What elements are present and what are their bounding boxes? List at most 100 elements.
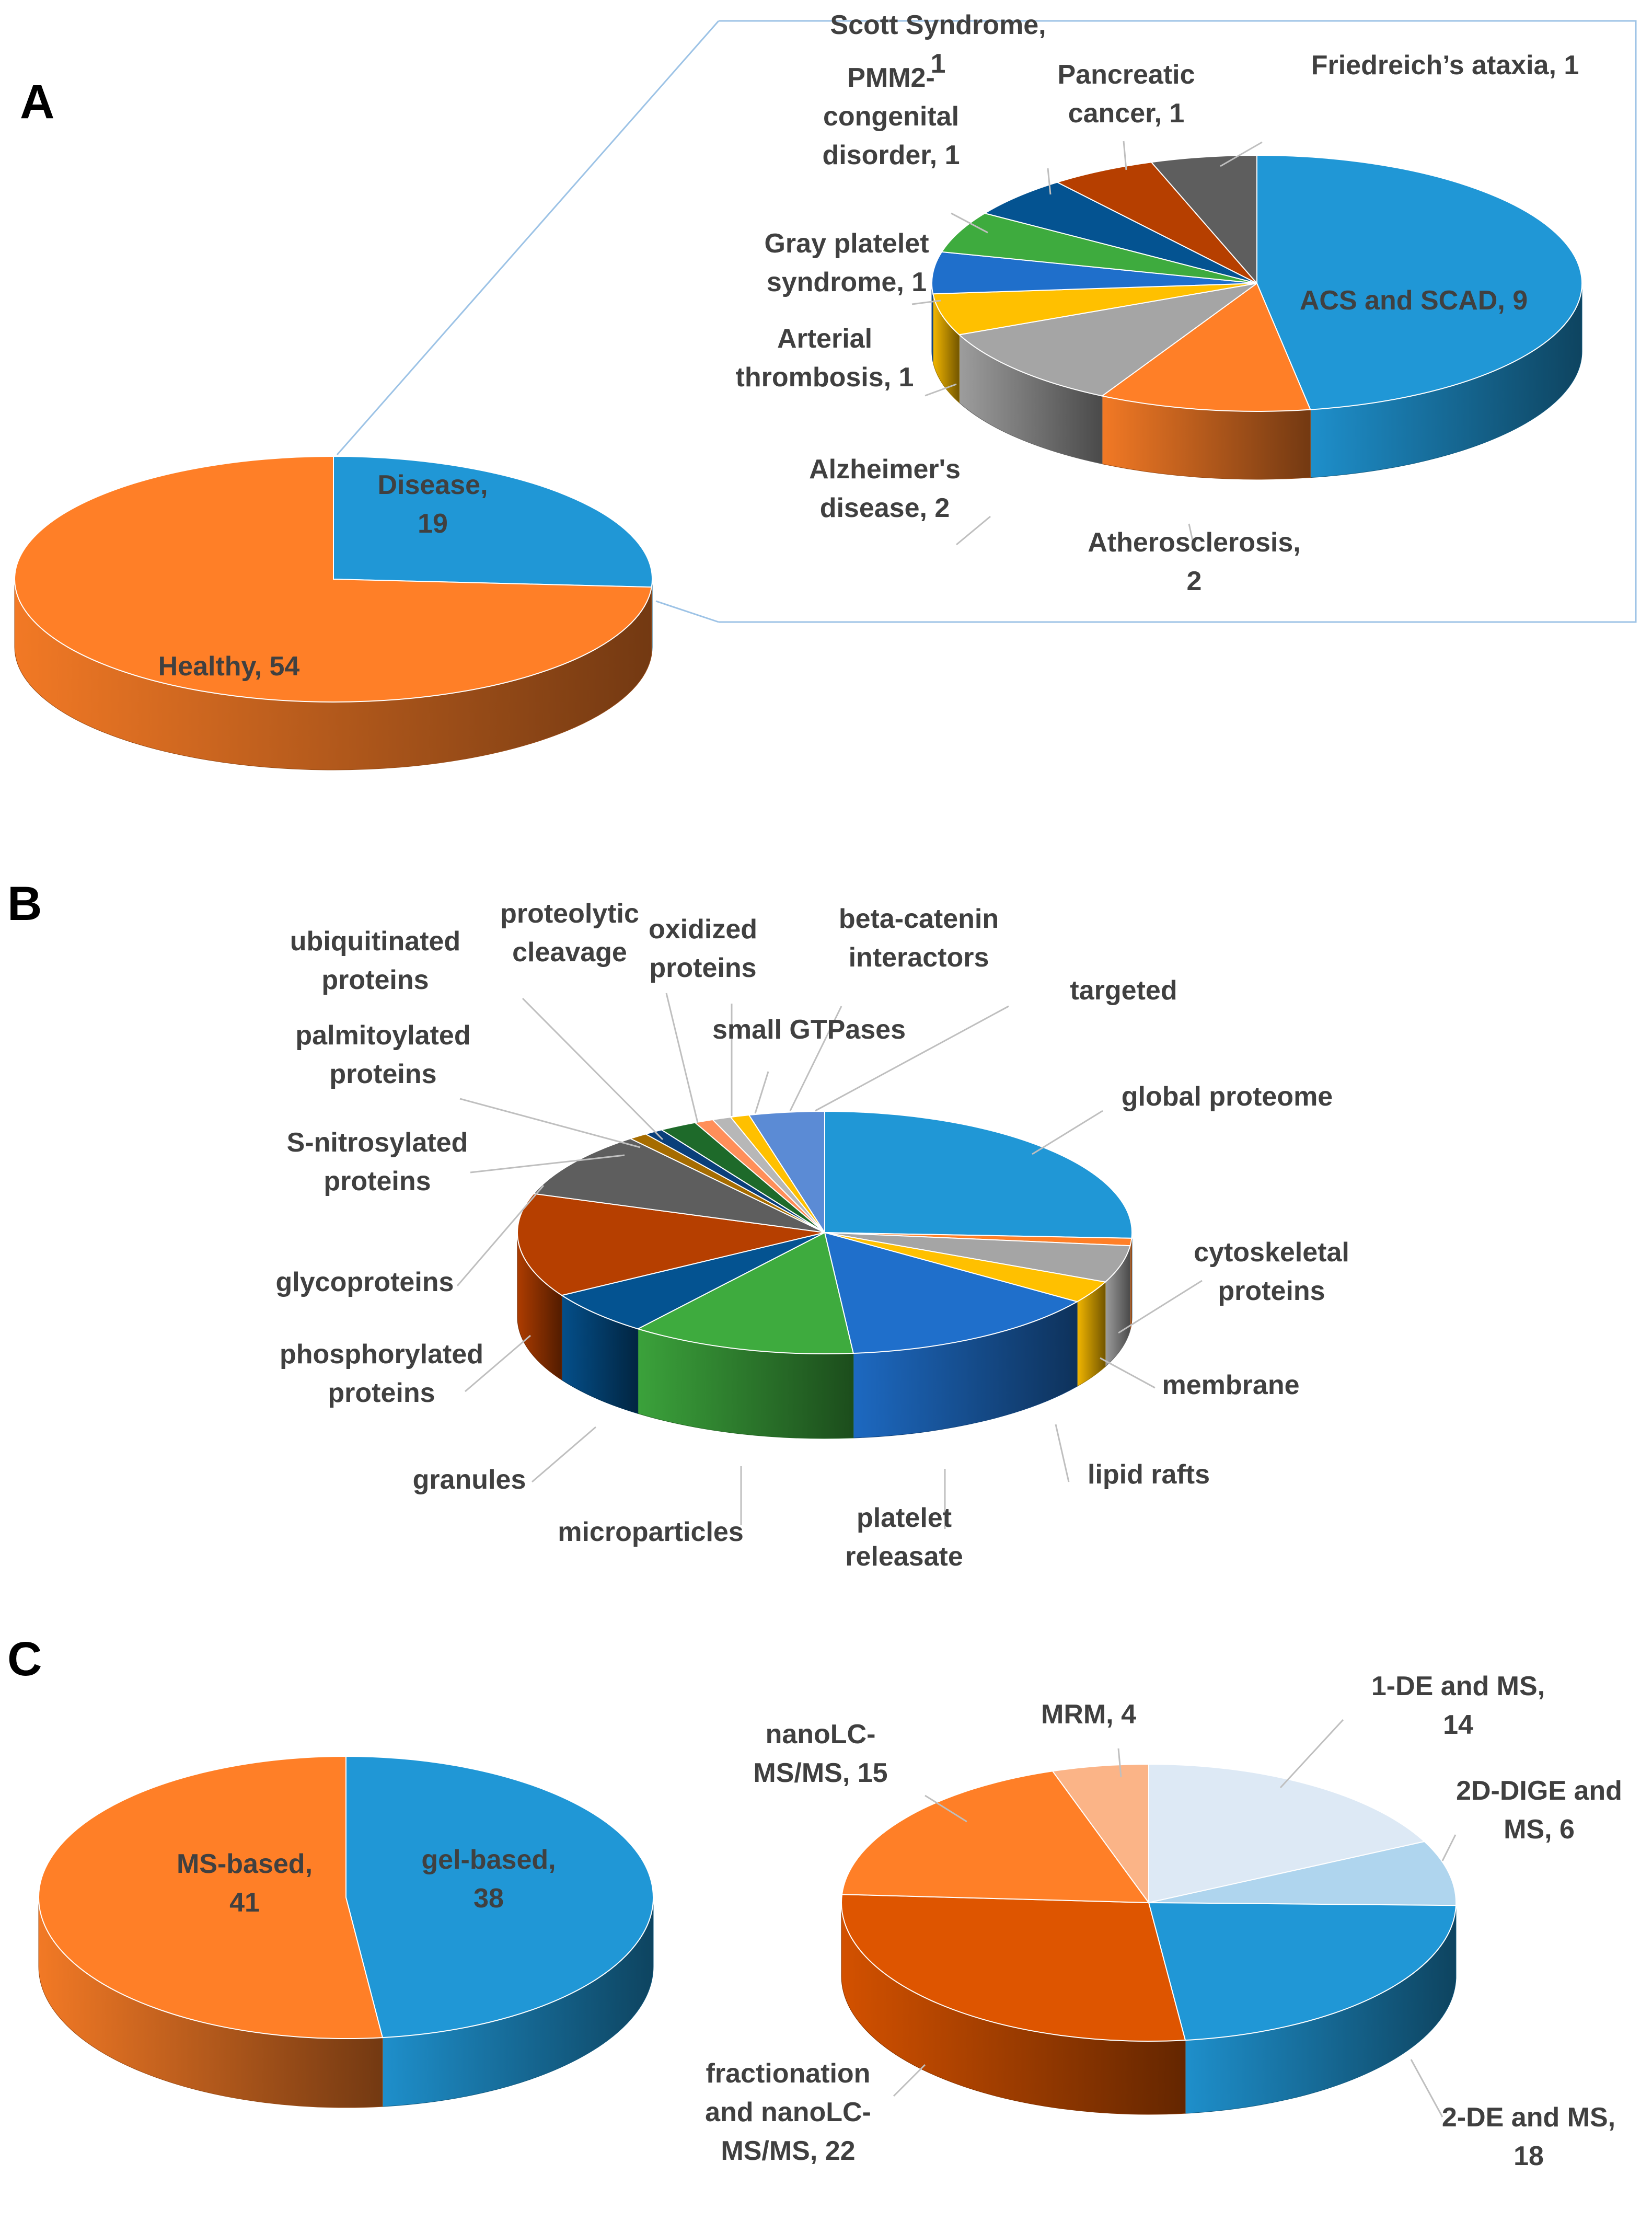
label-b-small-gtpases: small GTPases: [712, 1015, 906, 1045]
label-line: cancer, 1: [1068, 98, 1185, 129]
pie-a-disease: [931, 154, 1582, 480]
label-a-disease-pmm2-congenital-disorder: PMM2- congenital disorder, 1: [823, 63, 960, 170]
pie-c-methods: [841, 1763, 1457, 2115]
slice-nanolc-ms-ms: [841, 1770, 1150, 1904]
label-c-overview-ms-based: MS-based, 41: [177, 1849, 313, 1918]
label-c-methods-nanolc-ms-ms: nanoLC- MS/MS, 15: [753, 1719, 887, 1788]
label-b-ubiquitinated-proteins: ubiquitinated proteins: [290, 926, 460, 995]
label-b-s-nitrosylated-proteins: S-nitrosylated proteins: [287, 1127, 468, 1196]
label-line: releasate: [845, 1541, 963, 1572]
label-line: S-nitrosylated: [287, 1127, 468, 1158]
slice-fractionation-and-nanolc-ms-ms: [841, 1894, 1186, 2042]
label-line: glycoproteins: [276, 1267, 454, 1297]
label-c-methods-1-de-and-ms: 1-DE and MS, 14: [1371, 1671, 1545, 1740]
leader-line-granules: [532, 1426, 596, 1483]
leader-line-gray-platelet-syndrome: [911, 300, 941, 305]
leader-line-membrane: [1100, 1357, 1156, 1389]
leader-line-glycoproteins: [456, 1185, 545, 1286]
label-line: Scott Syndrome,: [830, 10, 1046, 40]
slice-disease: [333, 455, 653, 588]
label-line: 2D-DIGE and: [1456, 1776, 1622, 1806]
label-line: oxidized: [649, 914, 757, 945]
label-line: syndrome, 1: [767, 267, 927, 297]
slice-glycoproteins: [533, 1138, 825, 1233]
slice-ms-based: [38, 1755, 384, 2039]
leader-line-alzheimer-s-disease: [956, 515, 991, 546]
slice-healthy: [14, 455, 652, 703]
label-line: interactors: [849, 942, 989, 973]
label-line: proteins: [321, 965, 429, 995]
label-line: 2: [1187, 566, 1202, 596]
label-line: targeted: [1070, 975, 1177, 1006]
label-b-lipid-rafts: lipid rafts: [1088, 1459, 1210, 1490]
label-a-disease-pancreatic-cancer: Pancreatic cancer, 1: [1057, 60, 1195, 129]
label-b-proteolytic-cleavage: proteolytic cleavage: [500, 899, 639, 968]
callout-box: [336, 20, 1637, 623]
leader-line-phosphorylated-proteins: [465, 1334, 531, 1393]
slice-pancreatic-cancer: [1056, 162, 1257, 284]
label-line: MRM, 4: [1041, 1699, 1136, 1730]
panel-letter-a: A: [20, 75, 54, 129]
label-line: proteins: [649, 953, 756, 983]
label-line: 14: [1443, 1710, 1473, 1740]
leader-line-global-proteome: [1032, 1110, 1103, 1155]
label-line: 41: [229, 1888, 260, 1918]
label-line: membrane: [1162, 1370, 1300, 1400]
label-line: ubiquitinated: [290, 926, 460, 957]
slice-arterial-thrombosis: [932, 283, 1257, 336]
label-layer: Disease, 19 Healthy, 54 ACS and SCAD, 9 Athe…: [158, 10, 1622, 2171]
leader-line-arterial-thrombosis: [925, 383, 957, 397]
label-line: and nanoLC-: [705, 2097, 871, 2127]
label-line: nanoLC-: [766, 1719, 876, 1750]
label-line: 2-DE and MS,: [1442, 2102, 1615, 2133]
label-a-disease-arterial-thrombosis: Arterial thrombosis, 1: [736, 324, 914, 393]
slice-global-proteome: [824, 1110, 1133, 1239]
leader-line-layer: [456, 141, 1457, 2118]
leader-line-1-de-and-ms: [1279, 1719, 1344, 1789]
label-line: Healthy, 54: [158, 651, 300, 682]
label-line: Disease,: [377, 470, 488, 500]
label-a-disease-scott-syndrome: Scott Syndrome, 1: [830, 10, 1046, 79]
slice-gray-platelet-syndrome: [931, 251, 1257, 295]
label-line: proteins: [328, 1378, 435, 1408]
leader-line-pancreatic-cancer: [1123, 141, 1127, 170]
label-b-granules: granules: [413, 1465, 526, 1495]
label-line: Arterial: [777, 324, 872, 354]
label-line: PMM2-: [847, 63, 935, 93]
slice-phosphorylated-proteins: [517, 1193, 825, 1296]
slice-atherosclerosis: [1101, 282, 1311, 412]
slice-granules: [560, 1232, 825, 1330]
leader-line-fractionation-and-nanolc-ms-ms: [893, 2064, 926, 2097]
label-line: 1: [931, 49, 946, 79]
label-line: proteins: [1218, 1276, 1325, 1306]
label-line: phosphorylated: [280, 1339, 483, 1370]
label-a-overview-healthy: Healthy, 54: [158, 651, 300, 682]
pie-a-overview: [14, 455, 653, 770]
label-line: thrombosis, 1: [736, 362, 914, 393]
label-c-methods-2d-dige-and-ms: 2D-DIGE and MS, 6: [1456, 1776, 1622, 1845]
label-b-platelet-releasate: platelet releasate: [845, 1503, 963, 1572]
slice-1-de-and-ms: [1148, 1763, 1426, 1904]
label-c-overview-gel-based: gel-based, 38: [421, 1845, 556, 1914]
label-line: Gray platelet: [764, 228, 929, 259]
label-a-disease-alzheimer-s-disease: Alzheimer's disease, 2: [809, 454, 961, 523]
label-line: cytoskeletal: [1194, 1237, 1349, 1268]
label-b-phosphorylated-proteins: phosphorylated proteins: [280, 1339, 483, 1408]
panel-letter-c: C: [7, 1632, 42, 1686]
leader-line-lipid-rafts: [1055, 1424, 1070, 1482]
label-line: proteins: [324, 1166, 431, 1196]
pie-b: [517, 1110, 1133, 1439]
label-line: MS-based,: [177, 1849, 313, 1879]
leader-line-s-nitrosylated-proteins: [470, 1154, 625, 1173]
label-b-targeted: targeted: [1070, 975, 1177, 1006]
label-line: global proteome: [1122, 1081, 1333, 1112]
slice-alzheimer-s-disease: [958, 283, 1257, 397]
label-line: disorder, 1: [823, 140, 960, 170]
label-line: microparticles: [558, 1517, 744, 1547]
slice-2d-dige-and-ms: [1148, 1840, 1457, 1906]
label-line: congenital: [823, 101, 959, 132]
label-line: Pancreatic: [1057, 60, 1195, 90]
label-line: MS/MS, 22: [721, 2136, 855, 2166]
slice-cytoskeletal-proteins: [824, 1232, 1131, 1283]
label-line: Friedreich’s ataxia, 1: [1311, 50, 1579, 80]
